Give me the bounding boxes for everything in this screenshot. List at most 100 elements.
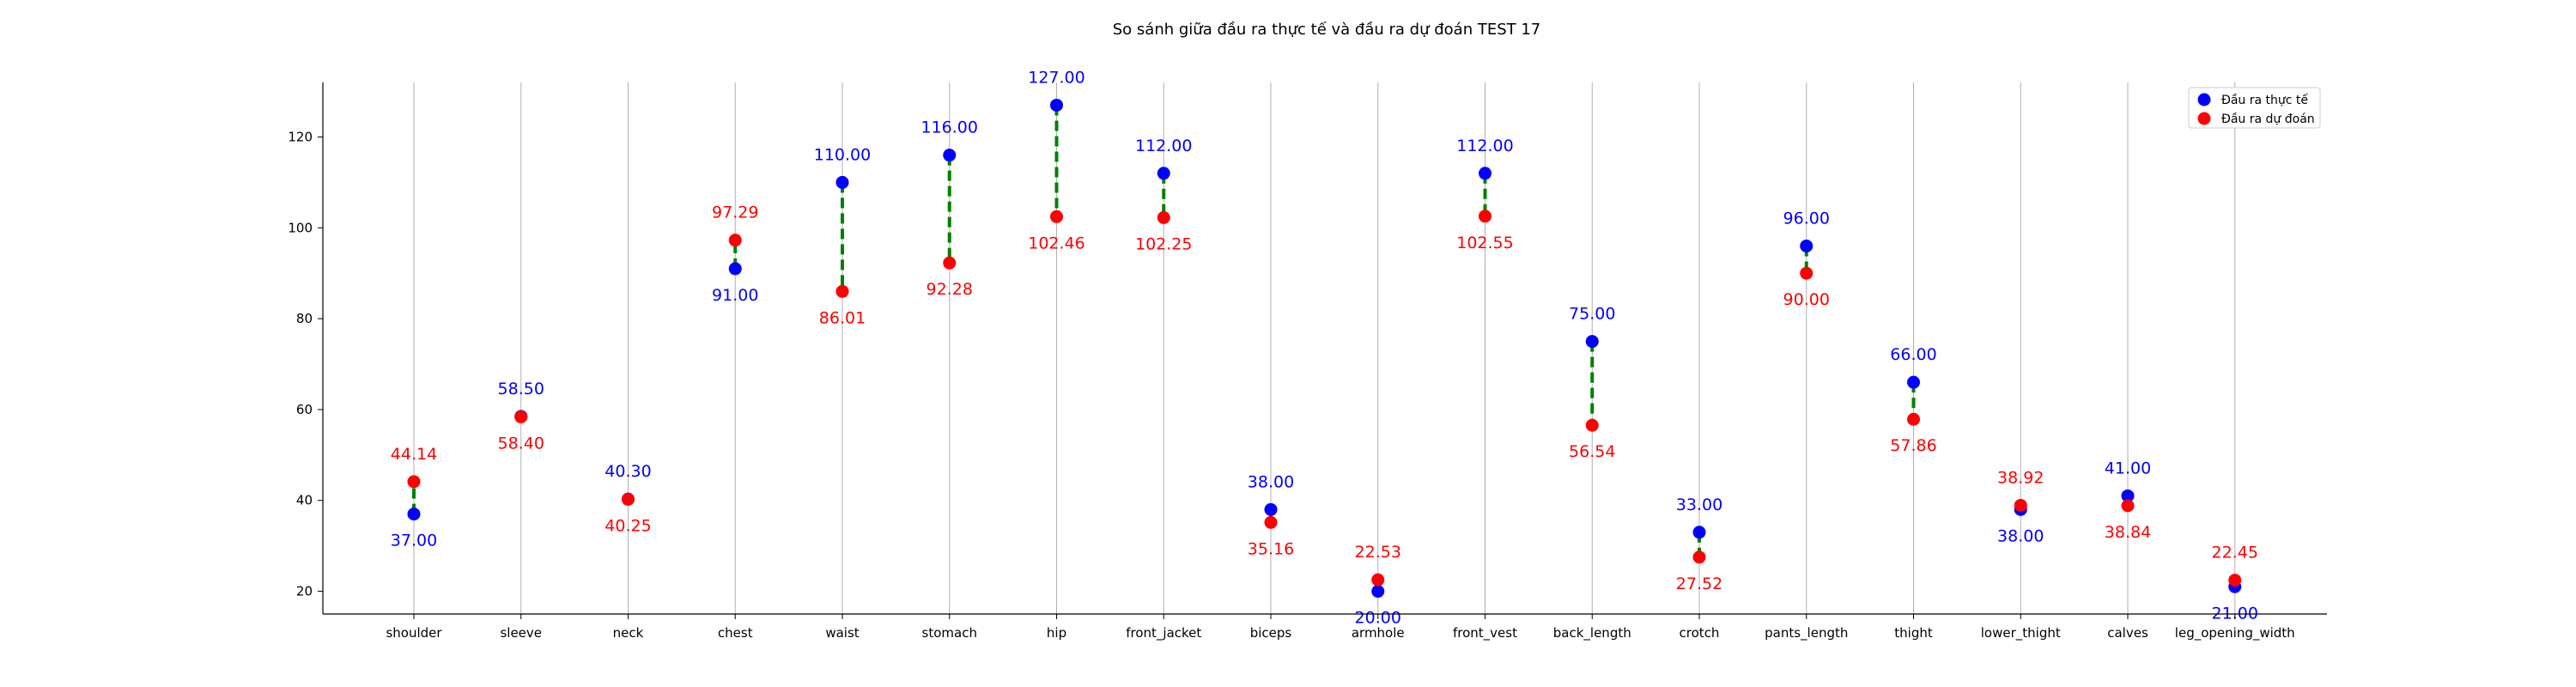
data-point <box>2121 489 2135 502</box>
data-label: 22.53 <box>1355 543 1401 562</box>
data-label: 58.50 <box>498 380 544 398</box>
data-point <box>407 475 421 489</box>
data-point <box>514 410 528 423</box>
data-point <box>407 508 421 521</box>
data-label: 75.00 <box>1569 305 1615 324</box>
data-point <box>2228 574 2242 587</box>
data-label: 102.46 <box>1028 234 1084 252</box>
data-label: 44.14 <box>391 445 437 464</box>
value-labels: 37.00 44.14 58.50 58.40 40.30 40.25 91.00 97.29… <box>391 68 2258 627</box>
data-label: 97.29 <box>712 204 758 222</box>
data-label: 38.92 <box>1997 468 2044 487</box>
data-label: 27.52 <box>1676 575 1722 593</box>
data-label: 56.54 <box>1569 442 1615 461</box>
grid-lines <box>413 82 2236 614</box>
data-point <box>943 149 957 162</box>
x-tick-label: chest <box>718 625 753 641</box>
data-point <box>728 234 742 247</box>
data-label: 102.25 <box>1135 234 1192 253</box>
data-label: 86.01 <box>819 308 866 327</box>
y-tick-label: 40 <box>296 493 313 508</box>
data-label: 116.00 <box>921 119 978 137</box>
data-label: 40.30 <box>605 462 651 481</box>
data-label: 66.00 <box>1890 345 1936 364</box>
x-tick-label: crotch <box>1680 625 1720 641</box>
y-tick-label: 80 <box>296 311 313 326</box>
x-tick-label: front_vest <box>1453 625 1517 641</box>
data-label: 90.00 <box>1783 290 1830 309</box>
x-tick-label: waist <box>825 625 859 641</box>
y-tick-label: 120 <box>288 129 313 144</box>
data-label: 92.28 <box>927 280 973 299</box>
data-label: 110.00 <box>814 145 871 164</box>
data-point <box>1157 210 1170 224</box>
x-tick-label: shoulder <box>386 625 442 641</box>
data-label: 127.00 <box>1028 68 1084 87</box>
data-label: 37.00 <box>391 532 437 550</box>
connector-lines <box>412 105 2237 592</box>
data-point <box>1479 167 1492 180</box>
data-point <box>1050 210 1063 223</box>
data-label: 38.00 <box>1248 472 1294 491</box>
data-point <box>1585 418 1599 432</box>
x-tick-label: front_jacket <box>1126 625 1201 641</box>
data-point <box>1264 502 1278 516</box>
axes: 20 40 60 80 100 120 shoulder sleeve neck chest wai… <box>288 82 2327 641</box>
data-point <box>1371 585 1385 599</box>
data-points <box>407 98 2242 599</box>
legend-box <box>2188 87 2321 129</box>
chart-title: So sánh giữa đầu ra thực tế và đầu ra dự… <box>1113 21 1541 39</box>
data-point <box>1264 515 1278 529</box>
y-tick-label: 100 <box>288 220 313 235</box>
data-point <box>835 175 849 189</box>
x-tick-label: biceps <box>1250 625 1292 641</box>
data-point <box>1692 550 1706 564</box>
data-point <box>1800 266 1814 280</box>
data-point <box>1907 412 1920 426</box>
data-label: 41.00 <box>2105 459 2151 477</box>
x-tick-label: back_length <box>1553 625 1631 641</box>
x-tick-label: lower_thight <box>1981 625 2061 641</box>
legend-marker <box>2197 93 2211 106</box>
x-tick-label: pants_length <box>1765 625 1848 641</box>
data-point <box>1585 335 1599 349</box>
data-label: 40.25 <box>605 516 651 535</box>
x-tick-label: calves <box>2107 625 2148 641</box>
data-point <box>2121 499 2135 513</box>
data-point <box>1800 239 1814 252</box>
data-point <box>728 262 742 276</box>
data-point <box>1157 167 1170 180</box>
data-label: 112.00 <box>1135 137 1192 155</box>
data-label: 38.84 <box>2105 523 2151 542</box>
x-tick-label: thight <box>1894 625 1933 641</box>
x-tick-label: sleeve <box>500 625 542 641</box>
data-point <box>943 256 957 270</box>
data-point <box>622 492 635 506</box>
data-label: 91.00 <box>712 286 758 305</box>
data-label: 22.45 <box>2212 544 2258 562</box>
x-tick-label: leg_opening_width <box>2175 625 2295 641</box>
data-label: 21.00 <box>2212 604 2258 623</box>
data-point <box>1371 573 1385 587</box>
data-point <box>1050 98 1063 112</box>
y-tick-label: 60 <box>296 402 313 417</box>
data-label: 38.00 <box>1997 526 2044 545</box>
legend-label: Đầu ra thực tế <box>2221 93 2308 107</box>
data-label: 35.16 <box>1248 539 1294 558</box>
data-point <box>2014 498 2027 512</box>
data-label: 33.00 <box>1676 495 1722 514</box>
data-point <box>1907 375 1920 389</box>
data-point <box>835 284 849 298</box>
legend: Đầu ra thực tế Đầu ra dự đoán <box>2188 87 2321 129</box>
x-tick-label: stomach <box>922 625 977 641</box>
data-label: 58.40 <box>498 434 544 453</box>
y-tick-label: 20 <box>296 584 313 599</box>
data-label: 102.55 <box>1456 234 1513 252</box>
x-tick-label: hip <box>1047 625 1066 641</box>
x-tick-label: armhole <box>1352 625 1405 641</box>
data-point <box>1692 526 1706 539</box>
data-label: 96.00 <box>1783 209 1830 228</box>
legend-marker <box>2197 112 2211 125</box>
legend-label: Đầu ra dự đoán <box>2221 112 2315 126</box>
